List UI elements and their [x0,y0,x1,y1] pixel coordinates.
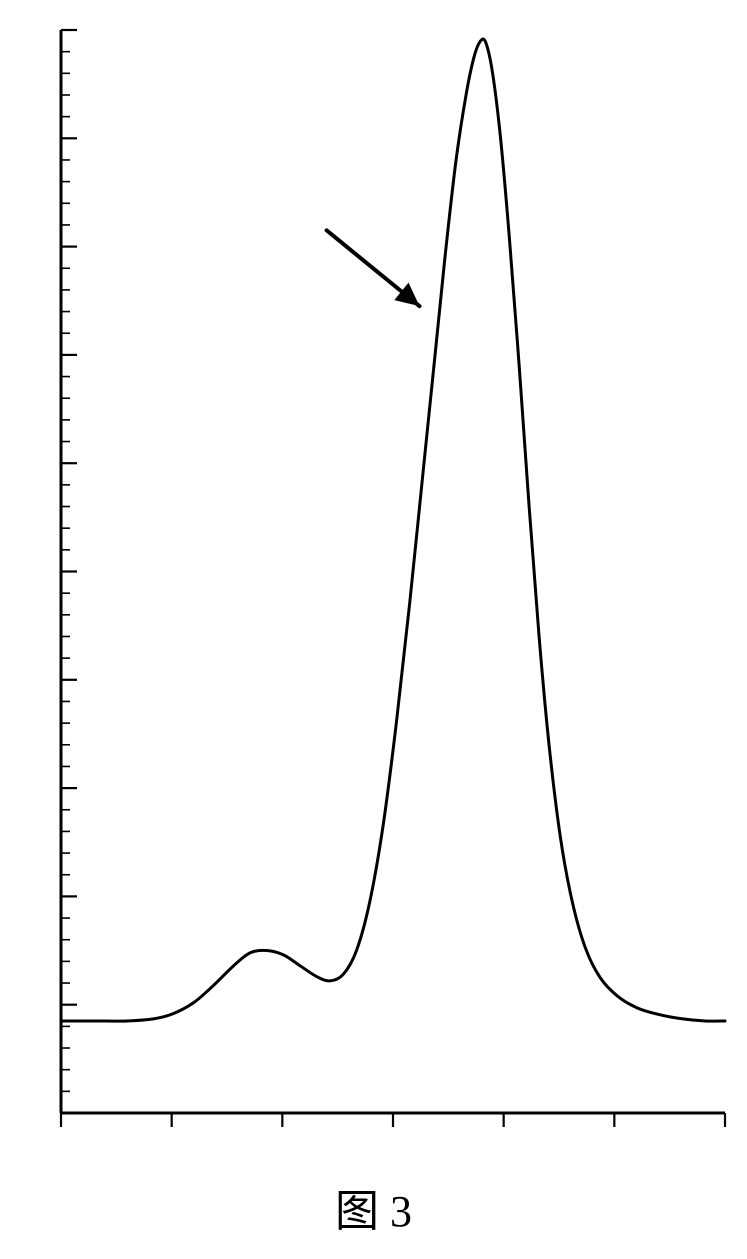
figure-container: 图 3 [0,0,747,1259]
chromatogram-chart [0,0,747,1259]
figure-caption: 图 3 [0,1175,747,1239]
